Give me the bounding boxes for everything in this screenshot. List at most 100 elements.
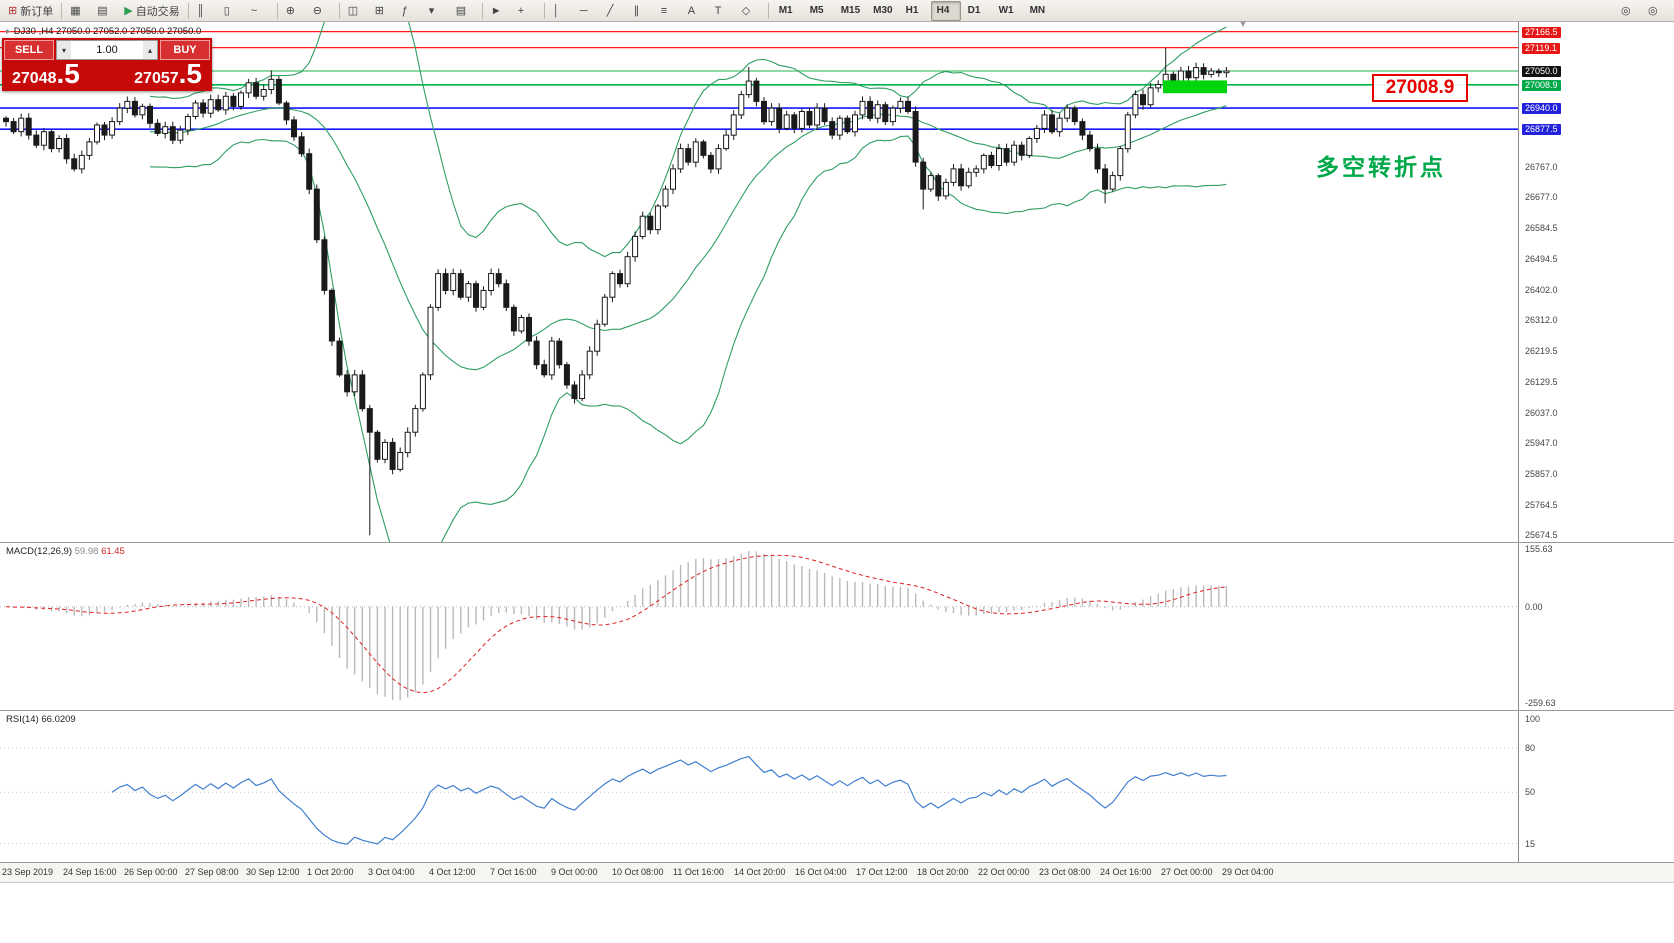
text-tool-button[interactable]: A — [684, 1, 710, 21]
macd-signal-value: 61.45 — [101, 546, 125, 557]
scale-label: -259.63 — [1525, 698, 1556, 709]
charts-list-button[interactable]: ▦ — [66, 1, 92, 21]
timeframe-w1-button[interactable]: W1 — [998, 5, 1014, 16]
line-chart-mode-button[interactable]: ~ — [247, 1, 273, 21]
scale-label: 27008.9 — [1522, 79, 1561, 91]
time-label: 9 Oct 00:00 — [551, 867, 598, 877]
channel-tool-button[interactable]: ∥ — [630, 1, 656, 21]
time-label: 24 Oct 16:00 — [1100, 867, 1152, 877]
autotrading-button[interactable]: ▶ 自动交易 — [120, 1, 183, 21]
rsi-line — [111, 755, 1227, 845]
timeframe-m30-button[interactable]: M30 — [873, 5, 893, 16]
indicators-button[interactable]: ƒ — [398, 1, 424, 21]
volume-input[interactable]: 1.00 — [96, 44, 118, 56]
volume-stepper[interactable]: ▾ 1.00 ▴ — [56, 40, 158, 60]
fibonacci-tool-button[interactable]: ≡ — [657, 1, 683, 21]
level-lines-layer[interactable] — [0, 31, 1518, 130]
toolbar: ⊞ 新订单 ▦ ▤ ▶ 自动交易 ║ ▯ ~ ⊕ ⊖ ◫ ⊞ ƒ ▾ ▤ ► + │ ─ ╱ ∥ ≡ A T ◇ M1 M5 M15 M3… — [0, 0, 1674, 22]
timeframe-mn-button[interactable]: MN — [1029, 5, 1046, 16]
shapes-tool-button[interactable]: ◇ — [738, 1, 764, 21]
periods-menu-icon: ▾ — [428, 4, 435, 17]
zoom-in-icon: ⊕ — [285, 4, 295, 17]
text-annotation[interactable]: 多空转折点 — [1316, 154, 1446, 180]
toolbar-separator — [61, 2, 63, 19]
horizontal-line-tool-button[interactable]: ─ — [576, 1, 602, 21]
price-chart-panel: ▸ DJ30 ,H4 27050.0 27052.0 27050.0 27050.… — [0, 19, 1674, 543]
fibonacci-tool-icon: ≡ — [660, 4, 668, 17]
zoom-in-button[interactable]: ⊕ — [282, 1, 308, 21]
periods-menu-button[interactable]: ▾ — [425, 1, 451, 21]
price-chart-canvas[interactable] — [0, 22, 1518, 542]
rsi-canvas[interactable] — [0, 711, 1518, 862]
time-label: 23 Oct 08:00 — [1039, 867, 1091, 877]
cursor-tool-icon: ► — [490, 4, 502, 17]
toolbar-separator — [276, 2, 278, 19]
scale-label: 26219.5 — [1525, 346, 1558, 357]
templates-button[interactable]: ▤ — [452, 1, 478, 21]
vertical-line-tool-icon: │ — [552, 4, 560, 17]
time-label: 1 Oct 20:00 — [307, 867, 354, 877]
zoom-out-button[interactable]: ⊖ — [309, 1, 335, 21]
scale-label: 26129.5 — [1525, 376, 1558, 387]
bar-chart-mode-button[interactable]: ║ — [193, 1, 219, 21]
horizontal-line-tool-icon: ─ — [579, 4, 588, 17]
buy-button[interactable]: BUY — [160, 40, 210, 60]
price-scale[interactable]: 26767.0 26677.0 26584.5 26494.5 26402.0 26312… — [1518, 22, 1674, 542]
chart-shift-marker[interactable]: ▼ — [1238, 19, 1248, 30]
time-label: 23 Sep 2019 — [2, 867, 54, 877]
highlight-zone[interactable] — [1163, 80, 1227, 94]
timeframe-m5-button[interactable]: M5 — [809, 5, 824, 16]
label-tool-icon: T — [714, 4, 722, 17]
tile-windows-button[interactable]: ◫ — [344, 1, 370, 21]
indicators-icon: ƒ — [401, 4, 408, 17]
time-label: 4 Oct 12:00 — [429, 867, 476, 877]
scale-label: 27119.1 — [1522, 42, 1560, 54]
cursor-tool-button[interactable]: ► — [487, 1, 513, 21]
misc-right-2-button[interactable]: ◎ — [1644, 1, 1670, 21]
timeframe-m15-button[interactable]: M15 — [840, 5, 861, 16]
macd-label: MACD(12,26,9) 59.98 61.45 — [6, 546, 125, 557]
timeframe-h4-button[interactable]: H4 — [930, 0, 961, 21]
scale-label: 100 — [1525, 714, 1541, 724]
timeframe-m1-button[interactable]: M1 — [778, 5, 793, 16]
rsi-panel: RSI(14) 66.0209 100 80 50 15 — [0, 711, 1674, 863]
time-label: 27 Oct 00:00 — [1161, 867, 1213, 877]
zoom-out-icon: ⊖ — [312, 4, 322, 17]
scale-label: 26877.5 — [1522, 124, 1561, 136]
new-chart-button[interactable]: ⊞ — [371, 1, 397, 21]
toolbar-separator — [767, 2, 769, 19]
macd-scale[interactable]: 155.63 0.00 -259.63 — [1518, 543, 1674, 710]
scale-label: 15 — [1525, 838, 1536, 849]
vertical-line-tool-button[interactable]: │ — [549, 1, 575, 21]
new-order-button[interactable]: ⊞ 新订单 — [4, 1, 57, 21]
time-label: 7 Oct 16:00 — [490, 867, 537, 877]
toolbar-separator — [543, 2, 545, 19]
scale-label: 26312.0 — [1525, 315, 1558, 326]
line-chart-mode-icon: ~ — [250, 4, 258, 17]
time-label: 27 Sep 08:00 — [185, 867, 239, 877]
profiles-button[interactable]: ▤ — [93, 1, 119, 21]
rsi-scale[interactable]: 100 80 50 15 — [1518, 711, 1674, 862]
timeframe-h1-button[interactable]: H1 — [905, 5, 919, 16]
macd-canvas[interactable] — [0, 543, 1518, 710]
price-annotation-label[interactable]: 27008.9 — [1372, 74, 1468, 102]
new-chart-icon: ⊞ — [374, 4, 384, 17]
crosshair-tool-button[interactable]: + — [514, 1, 540, 21]
one-click-trading-panel: SELL ▾ 1.00 ▴ BUY 27048.5 27057.5 — [2, 38, 212, 91]
scale-label: 27166.5 — [1522, 26, 1561, 38]
label-tool-button[interactable]: T — [711, 1, 737, 21]
scale-label: 155.63 — [1525, 544, 1553, 554]
shapes-tool-icon: ◇ — [741, 4, 751, 17]
timeframe-d1-button[interactable]: D1 — [967, 5, 981, 16]
volume-increase-button[interactable]: ▴ — [143, 41, 157, 59]
trendline-tool-button[interactable]: ╱ — [603, 1, 629, 21]
misc-right-1-button[interactable]: ◎ — [1617, 1, 1643, 21]
scale-label: 50 — [1525, 787, 1536, 798]
scale-label: 26037.0 — [1525, 408, 1558, 418]
sell-button[interactable]: SELL — [4, 40, 54, 60]
time-axis[interactable]: 23 Sep 2019 24 Sep 16:00 26 Sep 00:00 27 Se… — [0, 863, 1674, 883]
candle-chart-mode-button[interactable]: ▯ — [220, 1, 246, 21]
volume-decrease-button[interactable]: ▾ — [57, 41, 71, 59]
bar-chart-mode-icon: ║ — [196, 4, 205, 17]
